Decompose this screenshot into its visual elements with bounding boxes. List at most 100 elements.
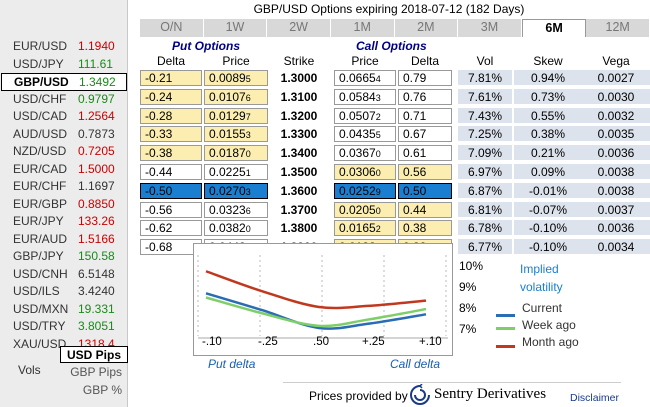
vega-cell: 0.0034	[582, 239, 650, 256]
pair-price: 0.9797	[78, 91, 115, 106]
legend-swatch-current	[496, 314, 515, 317]
disclaimer-link[interactable]: Disclaimer	[570, 392, 620, 404]
pair-name: EUR/CAD	[13, 161, 68, 176]
tab-1w[interactable]: 1W	[203, 19, 268, 37]
pair-name: EUR/JPY	[13, 214, 64, 228]
pair-name: USD/ILS	[13, 284, 60, 298]
currency-pair-row[interactable]: EUR/GBP 0.8850	[0, 196, 127, 214]
currency-pair-row[interactable]: USD/CHF 0.9797	[0, 91, 127, 109]
pair-price: 1.5166	[78, 231, 115, 246]
currency-pair-row[interactable]: EUR/USD 1.1940	[0, 38, 127, 56]
currency-pair-row[interactable]: GBP/USD 1.3492	[1, 73, 127, 91]
put-price-pip: 6	[245, 205, 251, 216]
put-price-value: 0.0155	[209, 127, 246, 142]
currency-pair-row[interactable]: EUR/JPY 133.26	[0, 213, 127, 231]
call-price-pip: 0	[375, 205, 381, 216]
currency-pair-row[interactable]: EUR/CAD 1.5000	[0, 161, 127, 179]
col-put-price: Price	[222, 54, 250, 68]
vol-cell: 6.77%	[458, 239, 512, 256]
table-row[interactable]: -0.62 0.03820 1.3800 0.01652 0.38 6.78% -0.10%…	[140, 220, 650, 237]
call-price-pip: 2	[375, 111, 381, 122]
table-row[interactable]: -0.21 0.00895 1.3000 0.06654 0.79 7.81% 0.94% 0…	[140, 70, 650, 86]
vols-option-usd-pips[interactable]: USD Pips	[60, 346, 128, 363]
tab-2w[interactable]: 2W	[267, 19, 331, 37]
skew-cell: 0.21%	[514, 145, 582, 162]
legend-month-ago: Month ago	[522, 335, 579, 349]
vol-cell: 6.97%	[458, 164, 512, 180]
currency-pair-row[interactable]: USD/CNH 6.5148	[0, 266, 127, 284]
call-price-value: 0.0507	[339, 108, 376, 123]
strike-cell: 1.3500	[280, 165, 318, 179]
vega-cell: 0.0036	[582, 145, 650, 162]
col-strike: Strike	[283, 54, 315, 68]
put-price-pip: 7	[245, 111, 251, 122]
col-vol: Vol	[476, 54, 494, 68]
pair-name: USD/MXN	[13, 301, 69, 316]
currency-pair-row[interactable]: GBP/JPY 150.58	[0, 248, 127, 266]
tab-1m[interactable]: 1M	[330, 19, 395, 37]
vols-option-gbp-pips[interactable]: GBP Pips	[70, 365, 122, 379]
call-price-value: 0.0252	[339, 183, 376, 198]
table-row[interactable]: -0.38 0.01870 1.3400 0.03670 0.61 7.09% 0.21% 0…	[140, 145, 650, 162]
put-price-value: 0.0187	[209, 146, 246, 161]
currency-pair-row[interactable]: USD/MXN 19.331	[0, 301, 127, 319]
page-title: GBP/USD Options expiring 2018-07-12 (182…	[253, 2, 525, 16]
tab-on[interactable]: O/N	[140, 19, 204, 37]
put-options-header: Put Options	[172, 39, 240, 53]
vega-cell: 0.0038	[582, 164, 650, 180]
call-delta-cell: 0.67	[398, 126, 452, 143]
table-row[interactable]: -0.28 0.01297 1.3200 0.05072 0.71 7.43% 0.55% 0…	[140, 107, 650, 124]
put-price-pip: 6	[245, 92, 251, 103]
strike-cell: 1.3700	[280, 202, 318, 217]
pair-price: 133.26	[78, 214, 115, 228]
currency-pair-row[interactable]: USD/ILS 3.4240	[0, 283, 127, 301]
x-tick-label: +.25	[362, 336, 385, 348]
currency-pair-row[interactable]: EUR/AUD 1.5166	[0, 231, 127, 249]
pair-price: 111.61	[78, 56, 113, 71]
tab-6m[interactable]: 6M	[521, 19, 587, 37]
call-price-pip: 0	[375, 149, 381, 160]
vol-cell: 7.25%	[458, 126, 512, 143]
table-row[interactable]: -0.24 0.01076 1.3100 0.05843 0.76 7.61% 0.73% 0…	[140, 88, 650, 105]
col-call-delta: Delta	[410, 54, 439, 68]
currency-pair-row[interactable]: EUR/CHF 1.1697	[0, 178, 127, 196]
currency-pair-row[interactable]: NZD/USD 0.7205	[0, 143, 127, 161]
x-tick-label: -.25	[258, 336, 278, 348]
pair-name: EUR/CHF	[13, 179, 67, 193]
pair-name: NZD/USD	[13, 144, 67, 158]
tab-12m[interactable]: 12M	[586, 19, 650, 37]
skew-cell: -0.01%	[514, 182, 582, 199]
call-options-header: Call Options	[356, 39, 427, 53]
x-tick-label: +.10	[419, 336, 442, 348]
strike-cell: 1.3000	[280, 71, 318, 85]
call-price-value: 0.0665	[339, 71, 376, 85]
pair-name: XAU/USD	[13, 336, 67, 351]
table-row[interactable]: -0.50 0.02703 1.3600 0.02529 0.50 6.87% -0.01%…	[140, 182, 650, 199]
put-price-cell: 0.03820	[204, 220, 268, 237]
skew-cell: 0.09%	[514, 164, 582, 180]
put-price-cell: 0.01297	[204, 107, 268, 124]
put-delta-cell: -0.50	[140, 182, 202, 199]
vega-cell: 0.0032	[582, 107, 650, 124]
tab-2m[interactable]: 2M	[394, 19, 459, 37]
pair-price: 1.1697	[78, 179, 115, 193]
put-delta-cell: -0.33	[140, 126, 202, 143]
table-row[interactable]: -0.33 0.01553 1.3300 0.04355 0.67 7.25% 0.38% 0…	[140, 126, 650, 143]
put-price-value: 0.0270	[209, 183, 246, 198]
currency-pair-row[interactable]: USD/TRY 3.8051	[0, 318, 127, 336]
currency-pair-row[interactable]: USD/CAD 1.2564	[0, 108, 127, 126]
put-delta-cell: -0.24	[140, 88, 202, 105]
table-row[interactable]: -0.56 0.03236 1.3700 0.02050 0.44 6.81% -0.07%…	[140, 201, 650, 218]
currency-pair-row[interactable]: USD/JPY 111.61	[0, 56, 127, 74]
currency-pair-list: EUR/USD 1.1940 USD/JPY 111.61 GBP/USD 1.3492 U…	[0, 38, 127, 353]
table-row[interactable]: -0.44 0.02251 1.3500 0.03060 0.56 6.97% 0.09% 0…	[140, 164, 650, 180]
vega-cell: 0.0036	[582, 220, 650, 237]
skew-cell: 0.38%	[514, 126, 582, 143]
tab-3m[interactable]: 3M	[458, 19, 522, 37]
vols-option-gbp-percent[interactable]: GBP %	[82, 383, 122, 397]
legend-swatch-week	[496, 327, 515, 330]
put-delta-cell: -0.28	[140, 107, 202, 124]
currency-pair-row[interactable]: AUD/USD 0.7873	[0, 126, 127, 144]
call-price-pip: 5	[375, 130, 381, 141]
put-price-pip: 0	[245, 224, 251, 235]
